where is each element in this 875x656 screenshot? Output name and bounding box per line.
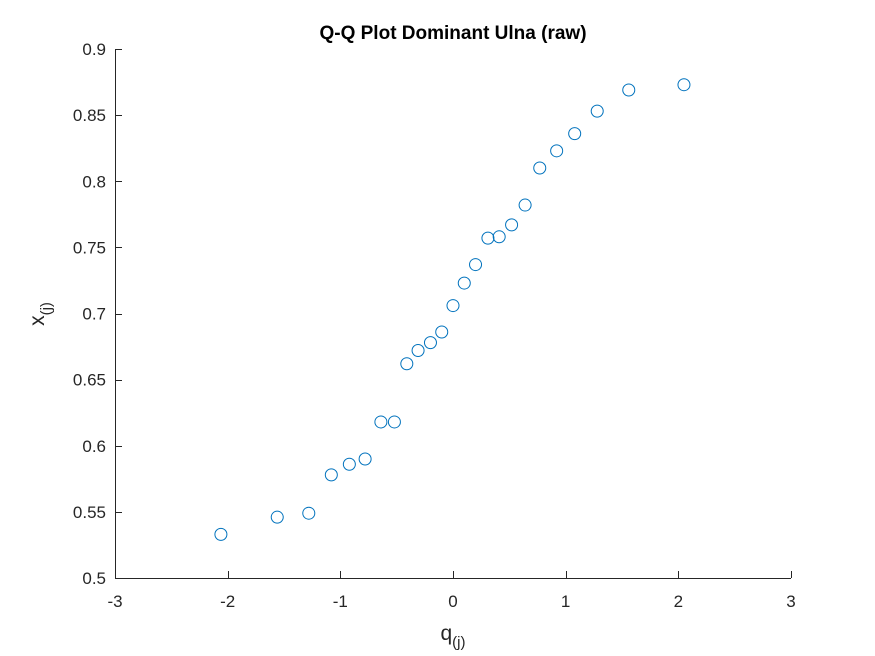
y-tick-label: 0.9 (82, 40, 106, 59)
data-point (423, 336, 437, 350)
data-point (457, 276, 471, 290)
data-point (492, 230, 506, 244)
x-tick-label: 3 (786, 592, 795, 611)
y-axis-label-subscript: (j) (38, 302, 55, 315)
data-point (342, 457, 356, 471)
data-point (505, 218, 519, 232)
data-points (214, 78, 691, 541)
y-tick-label: 0.85 (73, 106, 106, 125)
y-tick-label: 0.75 (73, 238, 106, 257)
data-point (446, 299, 460, 313)
data-point (324, 468, 338, 482)
y-tick-label: 0.6 (82, 437, 106, 456)
y-tick-label: 0.5 (82, 569, 106, 588)
x-tick-label: -2 (220, 592, 235, 611)
x-axis-label-subscript: (j) (452, 634, 465, 651)
y-tick-label: 0.8 (82, 172, 106, 191)
data-point (411, 344, 425, 358)
chart-title: Q-Q Plot Dominant Ulna (raw) (319, 23, 586, 44)
y-tick-label: 0.55 (73, 503, 106, 522)
x-tick-label: 2 (674, 592, 683, 611)
y-tick-label: 0.7 (82, 305, 106, 324)
data-point (400, 357, 414, 371)
data-point (358, 452, 372, 466)
x-ticks: -3 -2 -1 0 1 2 3 (107, 571, 796, 611)
y-axis-label: x(j) (26, 302, 55, 326)
data-point (302, 506, 316, 520)
data-point (677, 78, 691, 92)
y-ticks: 0.5 0.55 0.6 0.65 0.7 0.75 0.8 0.85 0.9 (73, 40, 122, 588)
data-point (550, 144, 564, 158)
data-point (469, 258, 483, 272)
data-point (568, 127, 582, 141)
data-point (214, 527, 228, 541)
data-point (590, 104, 604, 118)
plot-area: -3 -2 -1 0 1 2 3 0.50.550.60.650.70.750.80.850… (73, 40, 796, 611)
data-point (374, 415, 388, 429)
data-point (518, 198, 532, 212)
y-tick-label: 0.65 (73, 371, 106, 390)
data-point (387, 415, 401, 429)
data-point (270, 510, 284, 524)
data-point (481, 231, 495, 245)
x-tick-label: -3 (107, 592, 122, 611)
x-tick-label: 1 (561, 592, 570, 611)
y-axis-label-main: x (26, 315, 49, 326)
data-point (533, 161, 547, 175)
x-tick-label: -1 (333, 592, 348, 611)
x-tick-label: 0 (448, 592, 457, 611)
x-axis-label-main: q (440, 622, 452, 645)
x-axis-label: q(j) (440, 622, 465, 651)
data-point (435, 325, 449, 339)
data-point (622, 83, 636, 97)
